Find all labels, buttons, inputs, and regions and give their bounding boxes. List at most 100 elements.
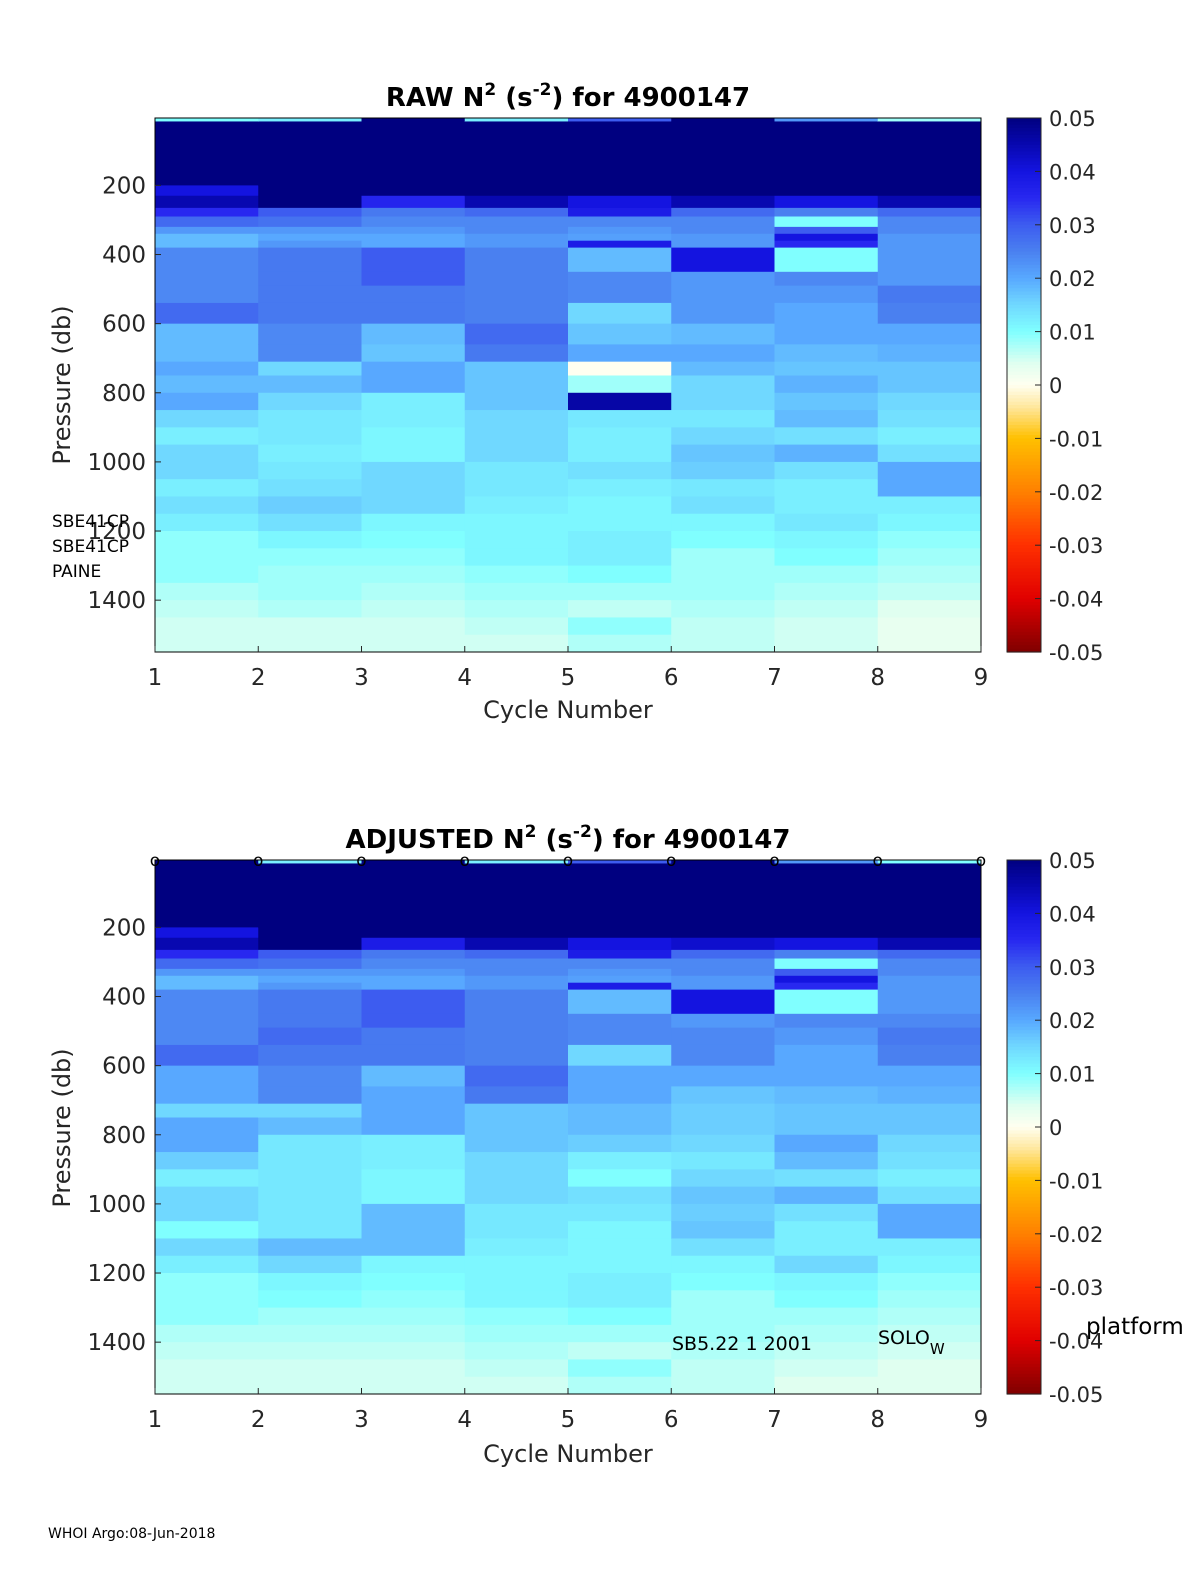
- colorbar-segment: [1007, 1103, 1041, 1108]
- colorbar-segment: [1007, 953, 1041, 958]
- colorbar-segment: [1007, 1010, 1041, 1015]
- heatmap-cell: [155, 600, 259, 618]
- heatmap-cell: [464, 410, 569, 428]
- heatmap-cell: [568, 968, 672, 977]
- heatmap-cell: [464, 1238, 569, 1257]
- colorbar-segment: [1007, 1056, 1041, 1061]
- heatmap-cell: [568, 582, 672, 601]
- colorbar-segment: [1007, 638, 1041, 643]
- heatmap-cell: [464, 121, 569, 131]
- heatmap-cell: [464, 226, 569, 235]
- heatmap-cell: [361, 344, 466, 363]
- colorbar-segment: [1007, 498, 1041, 503]
- raw-y-label: Pressure (db): [48, 305, 76, 464]
- heatmap-cell: [774, 1065, 879, 1087]
- heatmap-cell: [774, 989, 879, 1015]
- heatmap-cell: [671, 233, 775, 242]
- colorbar-tick-label: 0.03: [1049, 956, 1096, 980]
- colorbar-segment: [1007, 588, 1041, 593]
- heatmap-cell: [671, 496, 775, 515]
- heatmap-cell: [568, 427, 672, 446]
- colorbar-segment: [1007, 261, 1041, 266]
- cycle-marker: o: [150, 851, 160, 871]
- heatmap-cell: [877, 285, 982, 304]
- heatmap-cell: [464, 1359, 569, 1378]
- heatmap-cell: [671, 216, 775, 228]
- colorbar-segment: [1007, 973, 1041, 978]
- heatmap-cell: [568, 361, 672, 376]
- heatmap-cell: [464, 860, 569, 864]
- colorbar-segment: [1007, 1387, 1041, 1392]
- heatmap-cell: [361, 392, 466, 411]
- colorbar-segment: [1007, 274, 1041, 279]
- heatmap-cell: [361, 1169, 466, 1188]
- heatmap-cell: [258, 130, 362, 186]
- colorbar-segment: [1007, 211, 1041, 216]
- colorbar-segment: [1007, 1093, 1041, 1098]
- heatmap-cell: [361, 427, 466, 446]
- heatmap-cell: [361, 927, 466, 939]
- colorbar-segment: [1007, 1340, 1041, 1345]
- heatmap-cell: [568, 617, 672, 636]
- heatmap-cell: [877, 118, 982, 122]
- heatmap-cell: [155, 444, 259, 463]
- colorbar-segment: [1007, 581, 1041, 586]
- y-tick-label: 1000: [87, 1192, 146, 1218]
- heatmap-cell: [877, 927, 982, 939]
- heatmap-cell: [877, 513, 982, 532]
- heatmap-cell: [258, 240, 362, 249]
- colorbar-segment: [1007, 963, 1041, 968]
- heatmap-cell: [877, 1238, 982, 1257]
- y-tick-label: 600: [102, 1054, 146, 1080]
- heatmap-cell: [774, 1134, 879, 1153]
- colorbar-segment: [1007, 920, 1041, 925]
- colorbar-segment: [1007, 910, 1041, 914]
- colorbar-segment: [1007, 1023, 1041, 1028]
- heatmap-cell: [464, 375, 569, 394]
- heatmap-cell: [361, 271, 466, 287]
- heatmap-cell: [877, 982, 982, 991]
- colorbar-segment: [1007, 628, 1041, 633]
- colorbar-segment: [1007, 1307, 1041, 1312]
- heatmap-cell: [464, 233, 569, 242]
- colorbar-segment: [1007, 1287, 1041, 1292]
- colorbar-segment: [1007, 238, 1041, 243]
- heatmap-cell: [671, 548, 775, 567]
- heatmap-cell: [361, 617, 466, 636]
- colorbar-segment: [1007, 334, 1041, 339]
- heatmap-cell: [671, 863, 775, 873]
- sensor-label-1: SBE41CP: [52, 512, 129, 532]
- colorbar-segment: [1007, 451, 1041, 456]
- heatmap-cell: [464, 392, 569, 411]
- heatmap-cell: [568, 285, 672, 304]
- heatmap-cell: [155, 1117, 259, 1136]
- heatmap-cell: [258, 1086, 362, 1105]
- colorbar-tick-label: 0.03: [1049, 214, 1096, 238]
- heatmap-cell: [671, 479, 775, 497]
- heatmap-cell: [258, 617, 362, 636]
- heatmap-cell: [774, 565, 879, 584]
- heatmap-cell: [464, 937, 569, 951]
- colorbar-segment: [1007, 1207, 1041, 1212]
- heatmap-cell: [464, 958, 569, 970]
- heatmap-cell: [774, 1203, 879, 1222]
- colorbar-segment: [1007, 1323, 1041, 1328]
- colorbar-segment: [1007, 1317, 1041, 1322]
- raw-title: RAW N2 (s-2) for 4900147: [386, 80, 750, 113]
- heatmap-cell: [464, 118, 569, 122]
- heatmap-cell: [671, 1103, 775, 1118]
- heatmap-cell: [671, 565, 775, 584]
- heatmap-cell: [361, 216, 466, 228]
- heatmap-cell: [155, 216, 259, 228]
- heatmap-cell: [361, 1359, 466, 1378]
- heatmap-cell: [568, 975, 672, 984]
- colorbar-segment: [1007, 866, 1041, 871]
- heatmap-cell: [464, 1307, 569, 1326]
- heatmap-cell: [671, 531, 775, 549]
- raw-x-label: Cycle Number: [483, 696, 653, 724]
- heatmap-cell: [774, 444, 879, 463]
- heatmap-cell: [464, 1027, 569, 1046]
- heatmap-cell: [568, 958, 672, 970]
- heatmap-cell: [464, 1255, 569, 1274]
- heatmap-cell: [568, 461, 672, 480]
